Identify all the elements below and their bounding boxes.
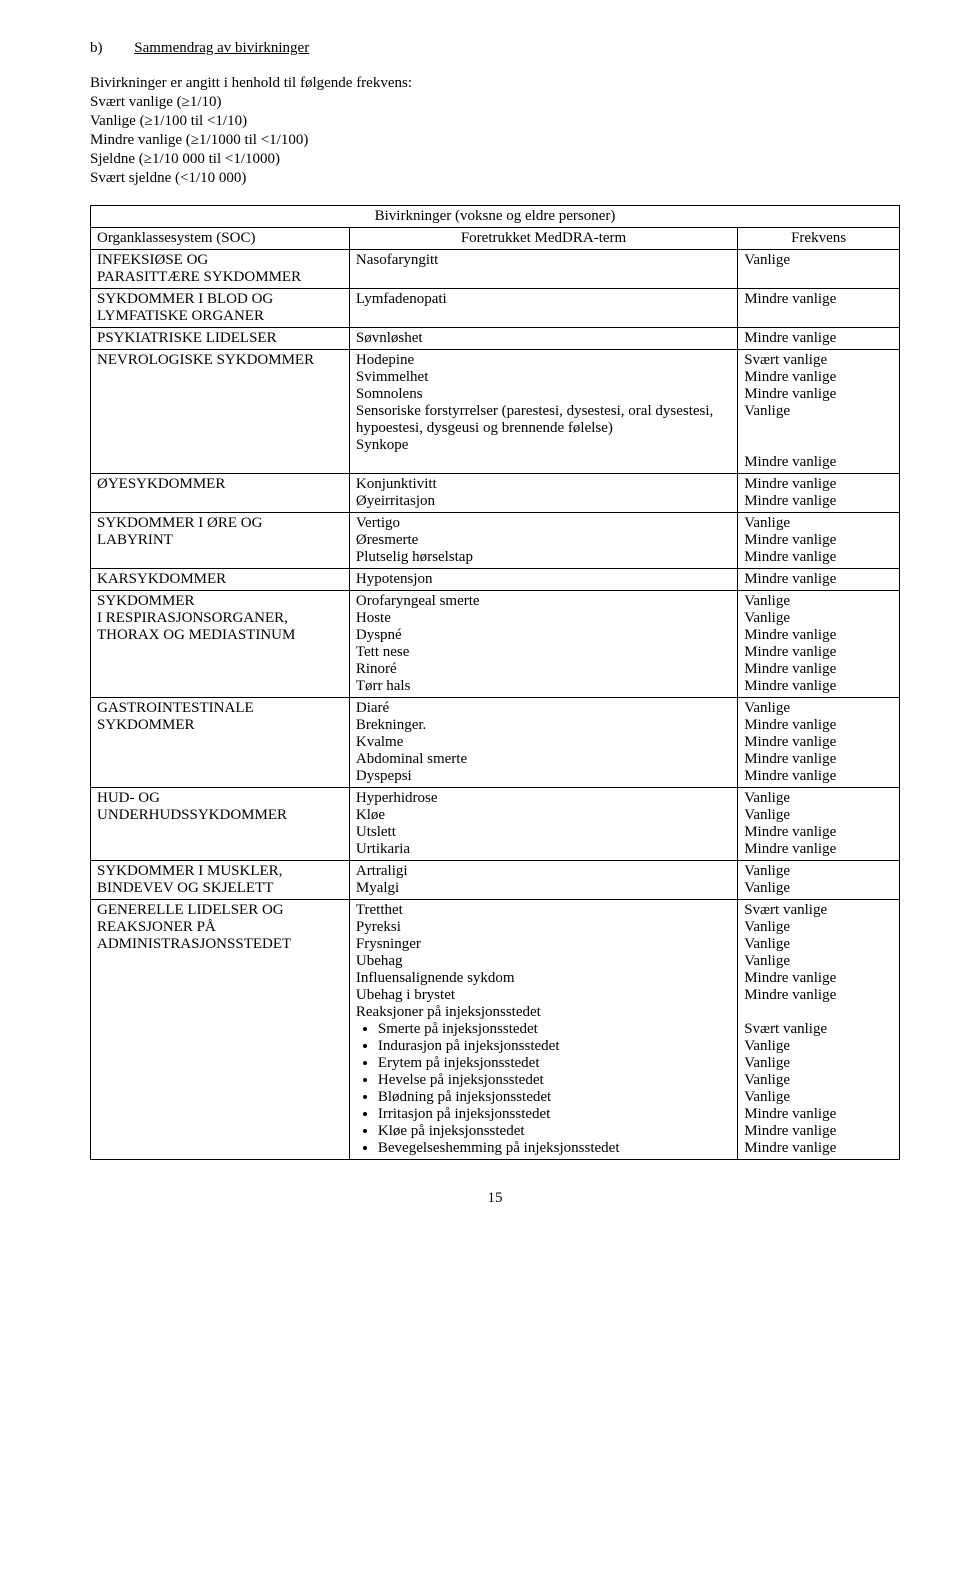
intro-line: Bivirkninger er angitt i henhold til føl… (90, 75, 900, 92)
bullet-item: Kløe på injeksjonsstedet (378, 1123, 731, 1140)
cell-term: Nasofaryngitt (349, 250, 737, 289)
cell-soc: ØYESYKDOMMER (91, 474, 350, 513)
bullet-item: Indurasjon på injeksjonsstedet (378, 1038, 731, 1055)
cell-term: Søvnløshet (349, 328, 737, 350)
cell-freq: Vanlige Vanlige Mindre vanlige Mindre va… (738, 591, 900, 698)
cell-term-pre: Tretthet Pyreksi Frysninger Ubehag Influ… (356, 902, 731, 1021)
cell-freq: Vanlige Mindre vanlige Mindre vanlige (738, 513, 900, 569)
bullet-item: Blødning på injeksjonsstedet (378, 1089, 731, 1106)
table-row: SYKDOMMER I RESPIRASJONSORGANER, THORAX … (91, 591, 900, 698)
intro-block: Bivirkninger er angitt i henhold til føl… (90, 75, 900, 187)
cell-term: Hypotensjon (349, 569, 737, 591)
intro-line: Svært sjeldne (<1/10 000) (90, 170, 900, 187)
table-row: HUD- OG UNDERHUDSSYKDOMMERHyperhidrose K… (91, 788, 900, 861)
adverse-events-table: Bivirkninger (voksne og eldre personer) … (90, 205, 900, 1160)
cell-soc: INFEKSIØSE OG PARASITTÆRE SYKDOMMER (91, 250, 350, 289)
cell-freq: Svært vanlige Vanlige Vanlige Vanlige Mi… (738, 900, 900, 1160)
col-header-freq: Frekvens (738, 228, 900, 250)
table-header-row: Organklassesystem (SOC) Foretrukket MedD… (91, 228, 900, 250)
cell-soc: PSYKIATRISKE LIDELSER (91, 328, 350, 350)
intro-line: Sjeldne (≥1/10 000 til <1/1000) (90, 151, 900, 168)
cell-term: Diaré Brekninger. Kvalme Abdominal smert… (349, 698, 737, 788)
cell-term: Tretthet Pyreksi Frysninger Ubehag Influ… (349, 900, 737, 1160)
cell-freq: Vanlige (738, 250, 900, 289)
cell-term: Hodepine Svimmelhet Somnolens Sensoriske… (349, 350, 737, 474)
section-title: Sammendrag av bivirkninger (134, 40, 309, 56)
section-heading: b) Sammendrag av bivirkninger (90, 40, 900, 57)
table-row: SYKDOMMER I BLOD OG LYMFATISKE ORGANERLy… (91, 289, 900, 328)
cell-freq: Vanlige Mindre vanlige Mindre vanlige Mi… (738, 698, 900, 788)
page-number: 15 (90, 1190, 900, 1207)
bullet-item: Bevegelseshemming på injeksjonsstedet (378, 1140, 731, 1157)
bullet-item: Hevelse på injeksjonsstedet (378, 1072, 731, 1089)
cell-freq: Vanlige Vanlige Mindre vanlige Mindre va… (738, 788, 900, 861)
cell-soc: NEVROLOGISKE SYKDOMMER (91, 350, 350, 474)
cell-soc: HUD- OG UNDERHUDSSYKDOMMER (91, 788, 350, 861)
cell-soc: SYKDOMMER I BLOD OG LYMFATISKE ORGANER (91, 289, 350, 328)
table-row: ØYESYKDOMMERKonjunktivitt ØyeirritasjonM… (91, 474, 900, 513)
cell-soc: SYKDOMMER I RESPIRASJONSORGANER, THORAX … (91, 591, 350, 698)
bullet-item: Smerte på injeksjonsstedet (378, 1021, 731, 1038)
cell-freq: Svært vanlige Mindre vanlige Mindre vanl… (738, 350, 900, 474)
table-row: PSYKIATRISKE LIDELSERSøvnløshetMindre va… (91, 328, 900, 350)
col-header-term: Foretrukket MedDRA-term (349, 228, 737, 250)
bullet-list: Smerte på injeksjonsstedetIndurasjon på … (378, 1021, 731, 1157)
table-row: GENERELLE LIDELSER OG REAKSJONER PÅ ADMI… (91, 900, 900, 1160)
cell-term: Orofaryngeal smerte Hoste Dyspné Tett ne… (349, 591, 737, 698)
cell-term: Lymfadenopati (349, 289, 737, 328)
bullet-item: Erytem på injeksjonsstedet (378, 1055, 731, 1072)
bullet-item: Irritasjon på injeksjonsstedet (378, 1106, 731, 1123)
cell-term: Konjunktivitt Øyeirritasjon (349, 474, 737, 513)
cell-freq: Mindre vanlige (738, 289, 900, 328)
cell-soc: GENERELLE LIDELSER OG REAKSJONER PÅ ADMI… (91, 900, 350, 1160)
table-super-header-row: Bivirkninger (voksne og eldre personer) (91, 206, 900, 228)
intro-line: Mindre vanlige (≥1/1000 til <1/100) (90, 132, 900, 149)
table-row: GASTROINTESTINALE SYKDOMMERDiaré Breknin… (91, 698, 900, 788)
col-header-soc: Organklassesystem (SOC) (91, 228, 350, 250)
intro-line: Vanlige (≥1/100 til <1/10) (90, 113, 900, 130)
cell-soc: GASTROINTESTINALE SYKDOMMER (91, 698, 350, 788)
table-row: SYKDOMMER I MUSKLER, BINDEVEV OG SKJELET… (91, 861, 900, 900)
table-row: SYKDOMMER I ØRE OG LABYRINTVertigo Øresm… (91, 513, 900, 569)
section-letter: b) (90, 40, 103, 56)
cell-soc: KARSYKDOMMER (91, 569, 350, 591)
cell-freq: Mindre vanlige (738, 328, 900, 350)
cell-soc: SYKDOMMER I ØRE OG LABYRINT (91, 513, 350, 569)
cell-term: Artraligi Myalgi (349, 861, 737, 900)
cell-freq: Mindre vanlige (738, 569, 900, 591)
table-row: NEVROLOGISKE SYKDOMMERHodepine Svimmelhe… (91, 350, 900, 474)
table-row: KARSYKDOMMERHypotensjonMindre vanlige (91, 569, 900, 591)
cell-freq: Vanlige Vanlige (738, 861, 900, 900)
cell-term: Hyperhidrose Kløe Utslett Urtikaria (349, 788, 737, 861)
table-super-header: Bivirkninger (voksne og eldre personer) (91, 206, 900, 228)
cell-term: Vertigo Øresmerte Plutselig hørselstap (349, 513, 737, 569)
table-row: INFEKSIØSE OG PARASITTÆRE SYKDOMMERNasof… (91, 250, 900, 289)
cell-freq: Mindre vanlige Mindre vanlige (738, 474, 900, 513)
intro-line: Svært vanlige (≥1/10) (90, 94, 900, 111)
cell-soc: SYKDOMMER I MUSKLER, BINDEVEV OG SKJELET… (91, 861, 350, 900)
